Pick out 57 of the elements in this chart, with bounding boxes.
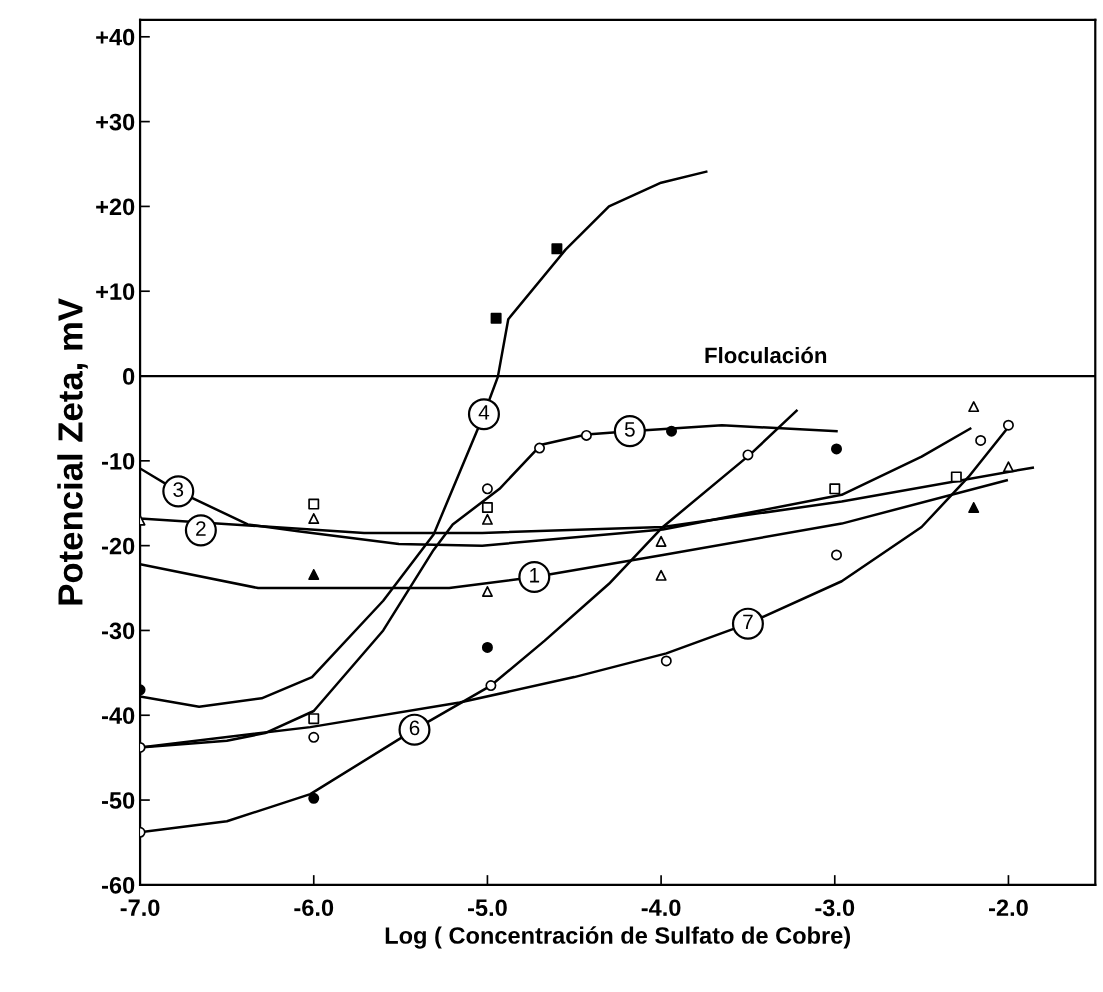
- ref-line-label: Floculación: [705, 346, 827, 364]
- annotation: 5: [624, 422, 635, 437]
- point: [1002, 461, 1014, 473]
- point: [666, 425, 678, 437]
- point: [490, 312, 502, 324]
- annotation: 7: [743, 614, 753, 630]
- annotation: 4: [478, 405, 490, 420]
- y-tick-label: -30: [102, 622, 135, 640]
- point: [308, 731, 320, 743]
- y-tick-label: -60: [102, 876, 135, 894]
- point: [660, 655, 672, 667]
- x-tick-label: -7.0: [120, 899, 160, 917]
- point: [485, 680, 497, 692]
- y-tick-label: 0: [123, 368, 135, 385]
- y-tick-label: -40: [102, 707, 135, 725]
- y-tick-label: +30: [96, 113, 135, 131]
- point: [655, 535, 667, 547]
- point: [975, 434, 987, 446]
- point: [551, 243, 563, 255]
- point: [534, 442, 546, 454]
- point: [481, 513, 493, 525]
- point: [308, 513, 320, 524]
- point: [308, 498, 320, 510]
- point: [950, 471, 962, 483]
- point: [481, 501, 493, 513]
- y-tick-label: +10: [96, 283, 135, 301]
- y-tick-label: +20: [96, 198, 135, 216]
- point: [968, 501, 980, 513]
- point: [831, 549, 843, 561]
- y-tick-label: -10: [102, 452, 135, 470]
- point: [580, 429, 592, 441]
- point: [831, 443, 843, 455]
- annotation: 1: [530, 568, 540, 583]
- annotation: 6: [409, 720, 420, 736]
- point: [829, 483, 841, 495]
- x-tick-label: -2.0: [989, 899, 1028, 917]
- point: [481, 585, 493, 597]
- point: [308, 568, 320, 580]
- x-tick-label: -3.0: [815, 899, 855, 917]
- y-tick-label: -50: [102, 792, 135, 809]
- point: [655, 569, 667, 581]
- y-tick-label: -20: [102, 537, 135, 555]
- point: [742, 449, 754, 461]
- point: [1002, 419, 1014, 431]
- point: [308, 792, 320, 804]
- x-tick-label: -4.0: [641, 899, 681, 917]
- point: [481, 641, 493, 653]
- x-axis-title: Log ( Concentración de Sulfato de Cobre): [385, 926, 851, 949]
- x-tick-label: -6.0: [294, 899, 334, 917]
- x-tick-label: -5.0: [468, 899, 507, 917]
- annotation: 2: [196, 521, 206, 536]
- y-tick-label: +40: [96, 28, 135, 46]
- point: [481, 483, 493, 495]
- y-axis-title: Potencial Zeta, mV: [57, 298, 88, 605]
- annotation: 3: [173, 482, 184, 497]
- point: [308, 713, 320, 725]
- point: [968, 401, 980, 413]
